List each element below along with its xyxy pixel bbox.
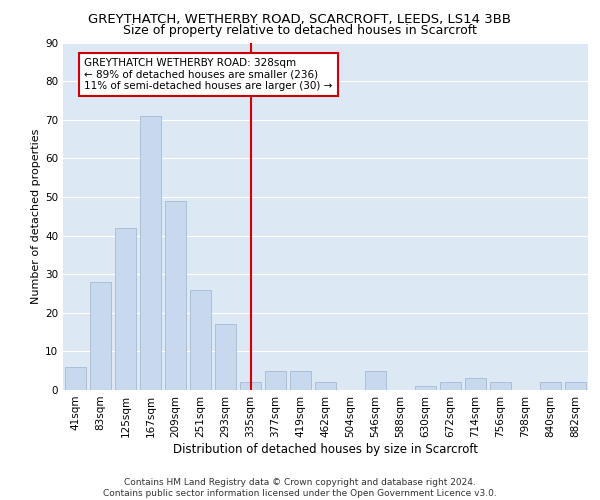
Text: Size of property relative to detached houses in Scarcroft: Size of property relative to detached ho… <box>123 24 477 37</box>
Bar <box>440 382 461 390</box>
Bar <box>190 290 211 390</box>
Bar <box>240 382 261 390</box>
Bar <box>315 382 336 390</box>
Text: Contains HM Land Registry data © Crown copyright and database right 2024.
Contai: Contains HM Land Registry data © Crown c… <box>103 478 497 498</box>
Bar <box>565 382 586 390</box>
X-axis label: Distribution of detached houses by size in Scarcroft: Distribution of detached houses by size … <box>173 442 478 456</box>
Bar <box>215 324 236 390</box>
Bar <box>415 386 436 390</box>
Bar <box>90 282 111 390</box>
Bar <box>65 367 86 390</box>
Bar <box>115 228 136 390</box>
Text: GREYTHATCH, WETHERBY ROAD, SCARCROFT, LEEDS, LS14 3BB: GREYTHATCH, WETHERBY ROAD, SCARCROFT, LE… <box>89 12 511 26</box>
Text: GREYTHATCH WETHERBY ROAD: 328sqm
← 89% of detached houses are smaller (236)
11% : GREYTHATCH WETHERBY ROAD: 328sqm ← 89% o… <box>84 58 332 91</box>
Bar <box>490 382 511 390</box>
Bar <box>290 370 311 390</box>
Y-axis label: Number of detached properties: Number of detached properties <box>31 128 41 304</box>
Bar <box>365 370 386 390</box>
Bar <box>140 116 161 390</box>
Bar <box>265 370 286 390</box>
Bar <box>540 382 561 390</box>
Bar <box>465 378 486 390</box>
Bar <box>165 201 186 390</box>
